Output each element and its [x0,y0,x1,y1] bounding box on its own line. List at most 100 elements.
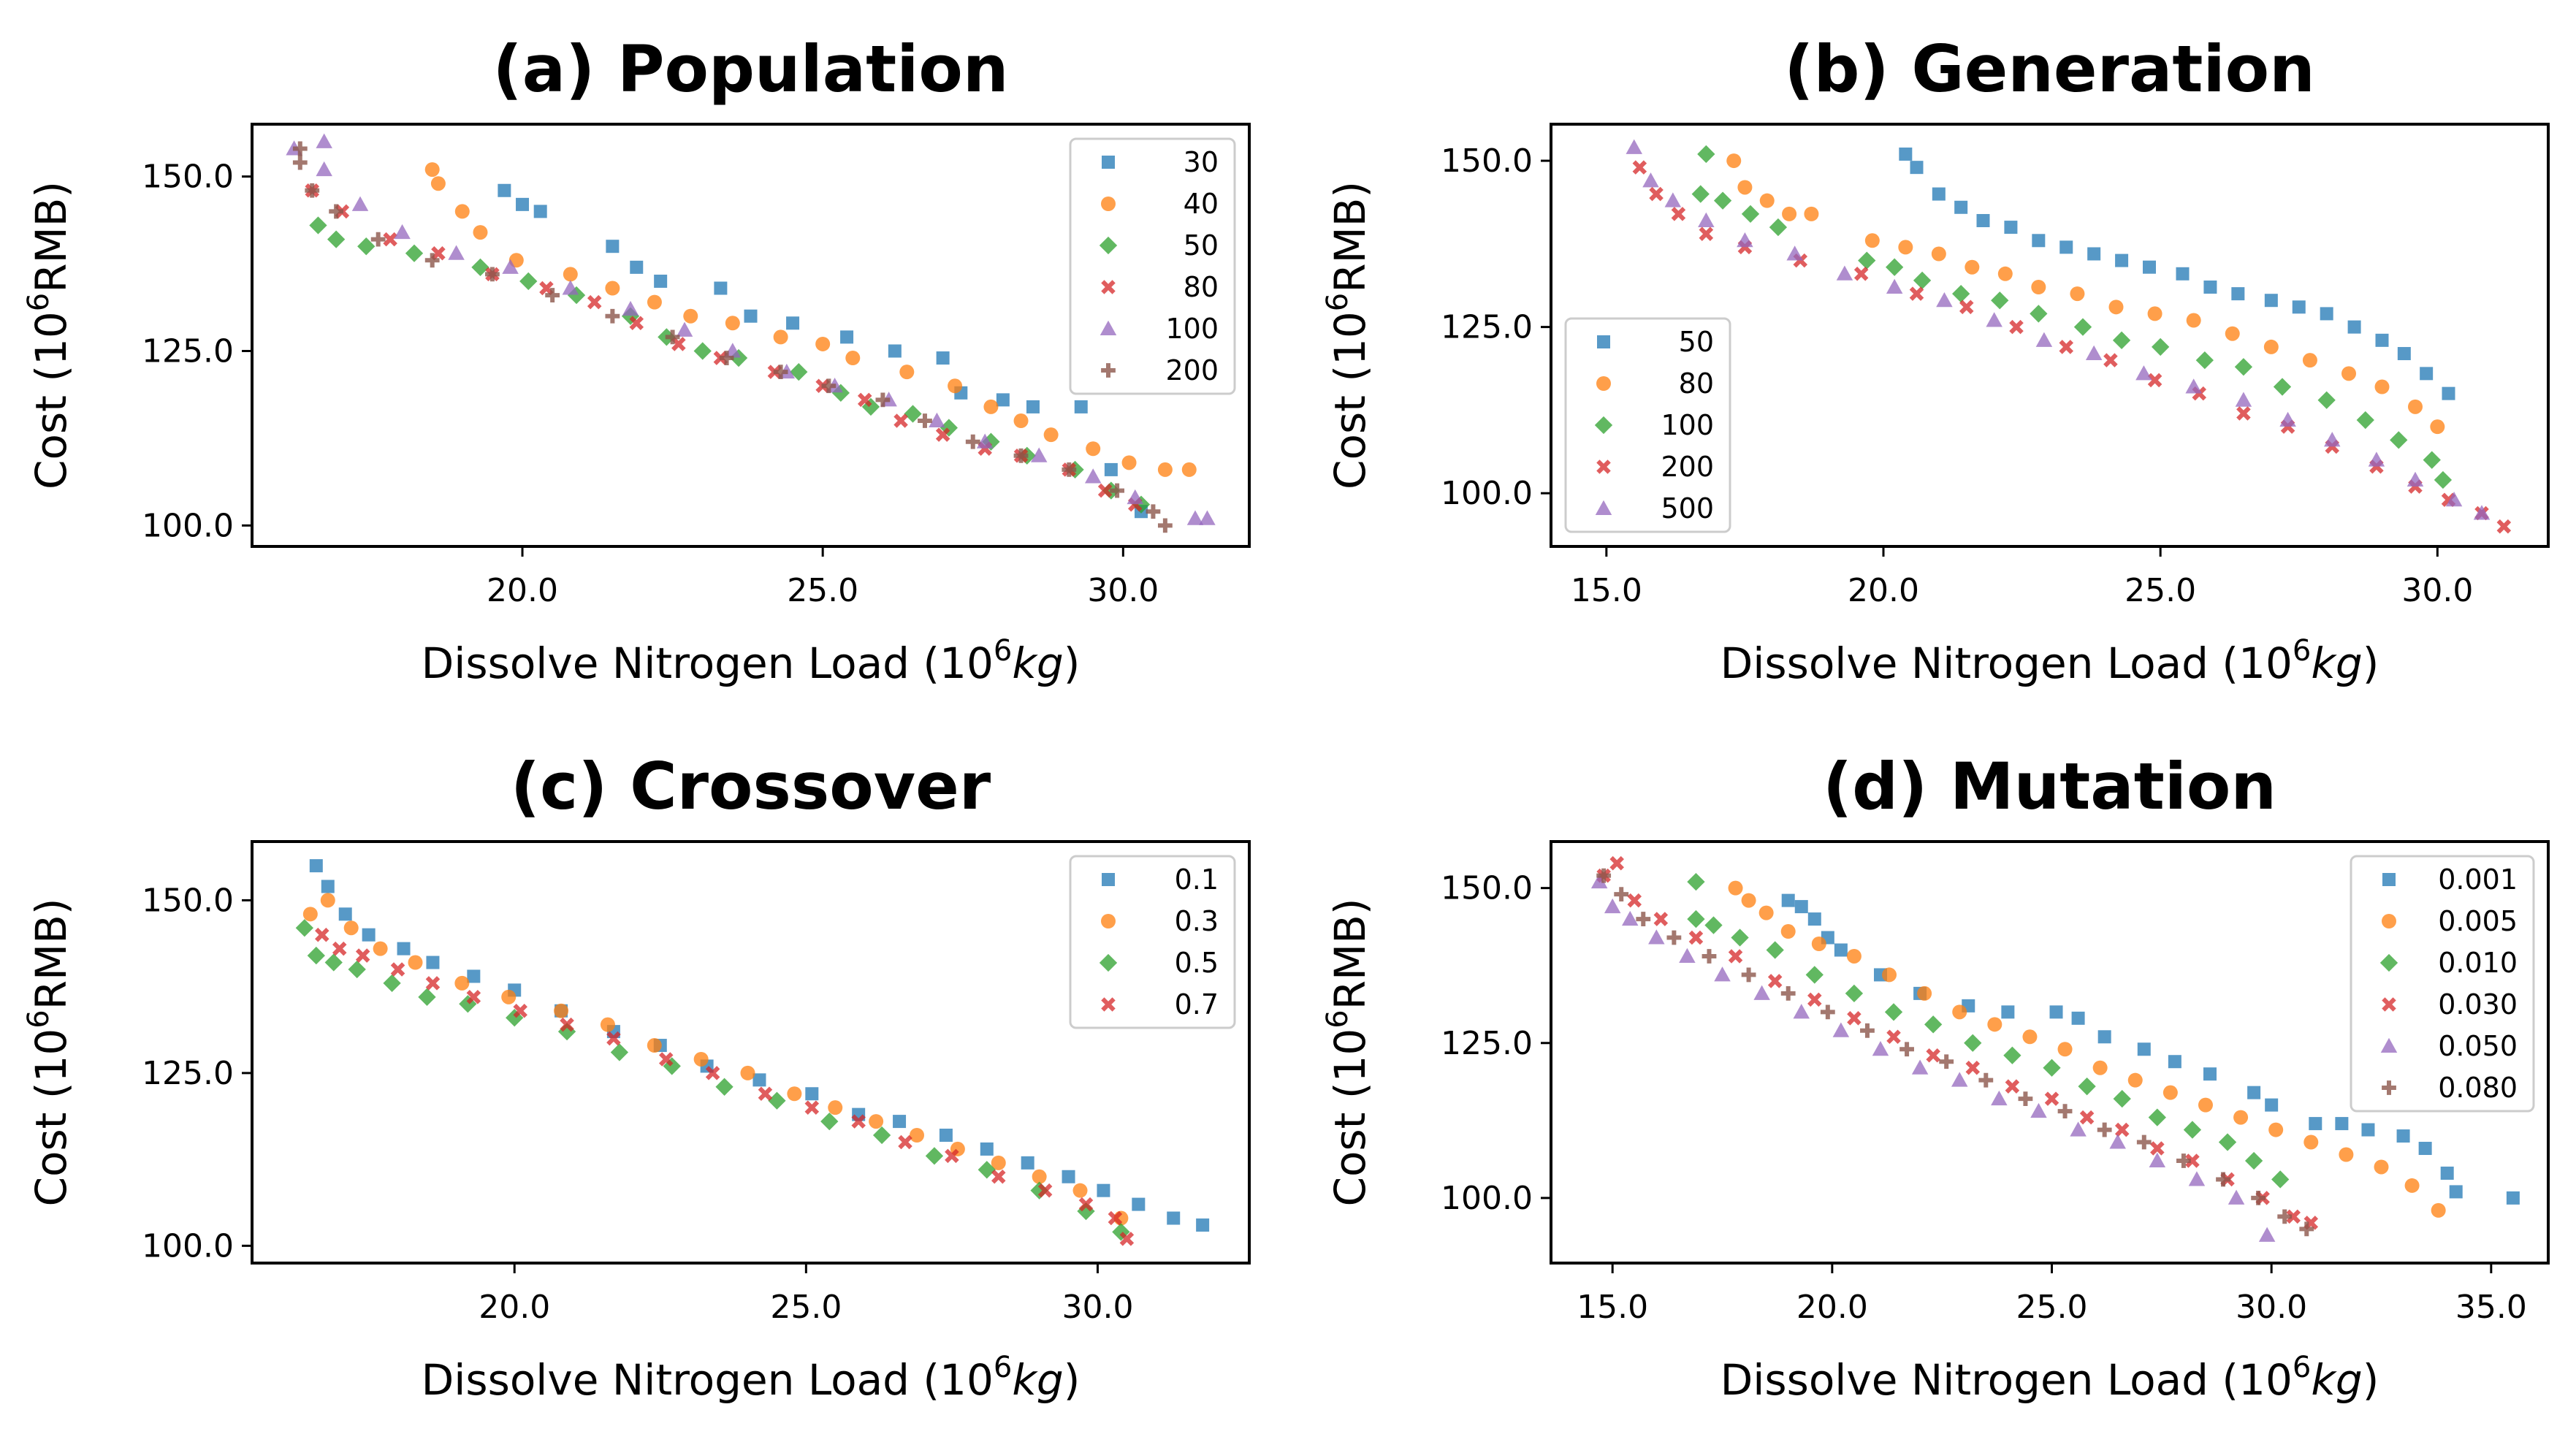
legend-marker [2382,997,2396,1012]
data-point [1687,873,1705,891]
data-point [1614,887,1629,902]
data-point [1926,1048,1940,1063]
data-point [1713,191,1732,210]
data-point [945,1148,959,1164]
data-point [502,259,519,274]
data-point [370,232,386,247]
data-point [2265,1098,2279,1112]
data-point [1104,462,1118,476]
data-point [1952,284,1970,303]
data-point [1728,880,1743,896]
data-point [315,927,329,942]
data-point [654,274,668,288]
data-point [2235,392,2252,407]
data-point [1807,912,1821,926]
x-tick-label: 35.0 [2455,1289,2527,1326]
data-point [991,1155,1006,1170]
data-point [2506,1191,2520,1205]
data-point [1167,1211,1181,1225]
data-point [309,216,327,234]
data-point [2271,1170,2290,1189]
legend-label: 40 [1184,188,1219,220]
y-tick-label: 100.0 [142,1227,234,1265]
data-point [2070,1121,2087,1137]
data-point [976,433,994,449]
data-point [2390,431,2408,449]
data-point [1653,912,1669,926]
data-point [473,225,488,240]
data-point [2434,470,2453,489]
data-point [719,351,734,365]
data-point [2431,1202,2446,1218]
y-axis-label: Cost (106RMB) [22,181,76,489]
panel-c: (c) Crossover 20.0 25.0 30.0 100.0 125.0 150.0… [22,749,1251,1405]
data-point [1913,271,1932,290]
data-point [1978,1072,1994,1088]
data-point [647,294,662,310]
data-point [1062,462,1077,477]
data-point [2044,1091,2059,1106]
data-point [2375,333,2389,347]
legend-box [1069,855,1236,1029]
data-point [1078,1197,1094,1212]
data-point [821,378,837,394]
legend-marker [1101,280,1116,294]
panel-d: (d) Mutation 15.0 20.0 25.0 30.0 35.0 100.0 125… [1321,749,2550,1405]
data-point [2092,1060,2108,1075]
data-point [991,1169,1006,1184]
data-point [2112,331,2131,349]
data-point [845,351,861,366]
data-point [2309,1117,2322,1131]
data-point [1845,984,1864,1003]
data-point [786,316,800,330]
x-axis-label: Dissolve Nitrogen Load (106kg) [422,634,1081,688]
data-point [2030,305,2048,323]
data-point [2442,386,2455,400]
data-point [516,197,530,211]
data-point [2022,1029,2038,1045]
series-0.3 [302,893,1129,1226]
data-point [1786,245,1803,261]
data-point [1846,948,1861,964]
data-point [2150,1141,2165,1156]
data-point [2228,1189,2245,1205]
data-point [705,1066,720,1080]
legend-label: 500 [1661,492,1714,525]
data-point [1766,941,1784,959]
data-point [2085,345,2103,361]
data-point [1108,1210,1123,1226]
data-point [2049,1005,2063,1019]
data-point [2185,378,2202,394]
data-point [978,1161,996,1179]
data-point [1936,291,1953,308]
data-point [630,260,644,274]
data-point [715,1078,733,1096]
data-point [467,969,481,983]
x-tick-label: 15.0 [1577,1289,1648,1326]
data-point [1728,949,1743,964]
data-point [513,1003,527,1018]
legend-marker [2379,953,2398,972]
legend-label: 0.030 [2438,988,2518,1021]
legend-marker [1102,156,1115,169]
data-point [394,224,411,240]
data-point [1062,1170,1075,1183]
data-point [663,1057,681,1075]
data-point [693,342,712,360]
data-point [676,321,693,337]
legend-marker [1596,376,1611,391]
data-point [1820,1004,1835,1020]
data-point [1649,186,1664,202]
data-point [2168,1055,2181,1069]
legend: 50 80 100 200 500 [1564,317,1731,533]
data-point [714,281,728,295]
legend-marker [2382,914,2396,928]
data-point [1030,447,1048,462]
data-point [1882,967,1897,983]
data-point [562,280,579,295]
data-point [1741,967,1756,983]
data-point [2078,1078,2096,1096]
data-point [725,316,740,331]
data-point [309,859,323,873]
legend-marker [1595,500,1612,515]
